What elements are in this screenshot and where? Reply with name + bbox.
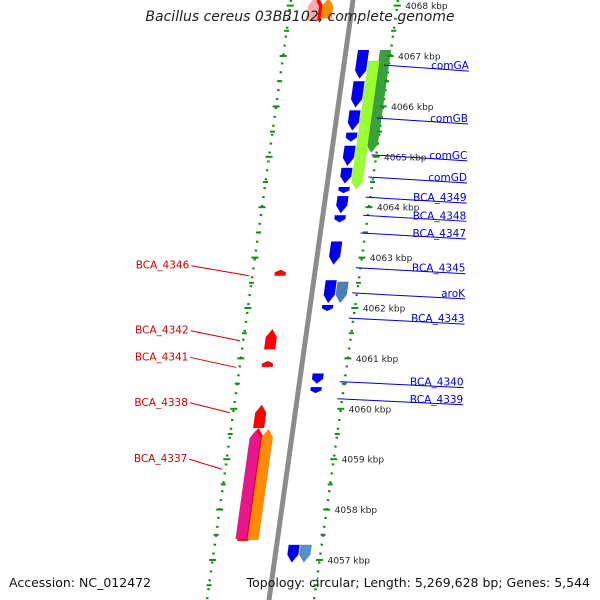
gene-leader-line <box>384 64 469 72</box>
gene-arrow <box>342 145 356 167</box>
gene-label-reverse: BCA_4338 <box>134 397 188 409</box>
backbone-line <box>266 0 356 600</box>
genome-summary-text: Topology: circular; Length: 5,269,628 bp… <box>246 575 590 590</box>
genome-backbone <box>266 0 356 600</box>
gene-leader-line <box>190 356 237 368</box>
gene-arrow <box>235 429 261 540</box>
gene-arrow <box>351 60 380 191</box>
kbp-tick-label: 4058 kbp <box>335 506 378 516</box>
gene-arrow <box>274 269 287 276</box>
gene-leader-line <box>189 402 231 414</box>
gene-leader-line <box>339 381 464 389</box>
gene-arrow <box>305 0 320 21</box>
gene-arrow <box>335 195 349 214</box>
gene-label-reverse: BCA_4337 <box>134 453 188 465</box>
gene-label-forward: comGD <box>428 172 467 184</box>
gene-arrow <box>345 132 358 142</box>
gene-features <box>235 0 392 563</box>
gene-arrow <box>350 80 365 108</box>
gene-label-forward: BCA_4349 <box>413 192 467 204</box>
gene-leader-line <box>355 267 466 275</box>
kbp-ticks: 4068 kbp 4067 kbp 4066 kbp 4065 kbp 4064 kbp… <box>206 2 448 587</box>
gene-arrow <box>252 404 267 429</box>
gene-leader-line <box>371 154 468 162</box>
gene-arrow <box>323 280 338 304</box>
gene-label-reverse: BCA_4342 <box>135 325 189 337</box>
gene-label-forward: comGA <box>431 60 470 72</box>
gene-label-forward: BCA_4348 <box>413 210 467 222</box>
kbp-tick-label: 4067 kbp <box>398 53 441 63</box>
gene-label-reverse: BCA_4341 <box>135 351 189 363</box>
gene-arrow <box>338 186 351 194</box>
kbp-tick-label: 4057 kbp <box>328 557 371 567</box>
gene-arrow <box>347 110 361 132</box>
gene-label-forward: BCA_4339 <box>410 394 464 406</box>
kbp-tick-label: 4064 kbp <box>377 204 420 214</box>
gene-arrow <box>340 167 353 184</box>
outer-ruler-left <box>205 0 293 600</box>
gene-arrow <box>311 373 324 384</box>
gene-leader-line <box>348 317 465 325</box>
ruler-dotted-left <box>205 0 293 600</box>
gene-leader-line <box>337 398 464 406</box>
kbp-tick-label: 4068 kbp <box>405 2 448 12</box>
kbp-tick-label: 4060 kbp <box>349 405 392 415</box>
gene-label-reverse: BCA_4346 <box>136 260 190 272</box>
map-title: Bacillus cereus 03BB102, complete genome <box>145 9 455 25</box>
gene-arrow <box>263 328 278 350</box>
accession-text: Accession: NC_012472 <box>9 575 152 590</box>
gene-leader-line <box>376 117 468 125</box>
gene-label-forward: BCA_4347 <box>413 228 467 240</box>
gene-label-forward: aroK <box>441 288 466 300</box>
kbp-tick-label: 4063 kbp <box>370 254 413 264</box>
gene-leader-line <box>362 214 467 222</box>
gene-arrow <box>299 544 313 563</box>
gene-arrow <box>247 428 274 541</box>
gene-label-forward: BCA_4343 <box>411 313 465 325</box>
gene-label-forward: comGB <box>430 113 468 125</box>
gene-arrow <box>354 49 370 80</box>
gene-leader-line <box>190 330 241 342</box>
gene-arrow <box>310 386 323 394</box>
gene-arrow <box>334 215 347 223</box>
gene-label-forward: BCA_4340 <box>410 377 464 389</box>
gene-leader-line <box>360 232 467 240</box>
gene-arrow <box>328 241 343 266</box>
gene-leader-line <box>352 292 466 300</box>
gene-label-forward: comGC <box>429 150 467 162</box>
gene-arrow <box>320 0 334 19</box>
gene-leader-line <box>191 265 250 277</box>
gene-arrow <box>335 281 349 304</box>
kbp-tick-label: 4065 kbp <box>384 153 427 163</box>
kbp-tick-label: 4066 kbp <box>391 103 434 113</box>
gene-arrow <box>261 360 274 368</box>
kbp-tick-label: 4061 kbp <box>356 355 399 365</box>
kbp-tick-label: 4062 kbp <box>363 305 406 315</box>
gene-leader-line <box>368 176 467 184</box>
gene-leader-line <box>365 196 467 204</box>
gene-label-forward: BCA_4345 <box>412 263 466 275</box>
gene-arrow <box>321 304 334 312</box>
gene-labels: comGA comGB comGC comGD BCA_4349 BCA_4348 BCA_… <box>134 60 470 470</box>
gene-arrow <box>287 544 301 563</box>
gene-leader-line <box>189 458 223 470</box>
kbp-tick-label: 4059 kbp <box>342 456 385 466</box>
